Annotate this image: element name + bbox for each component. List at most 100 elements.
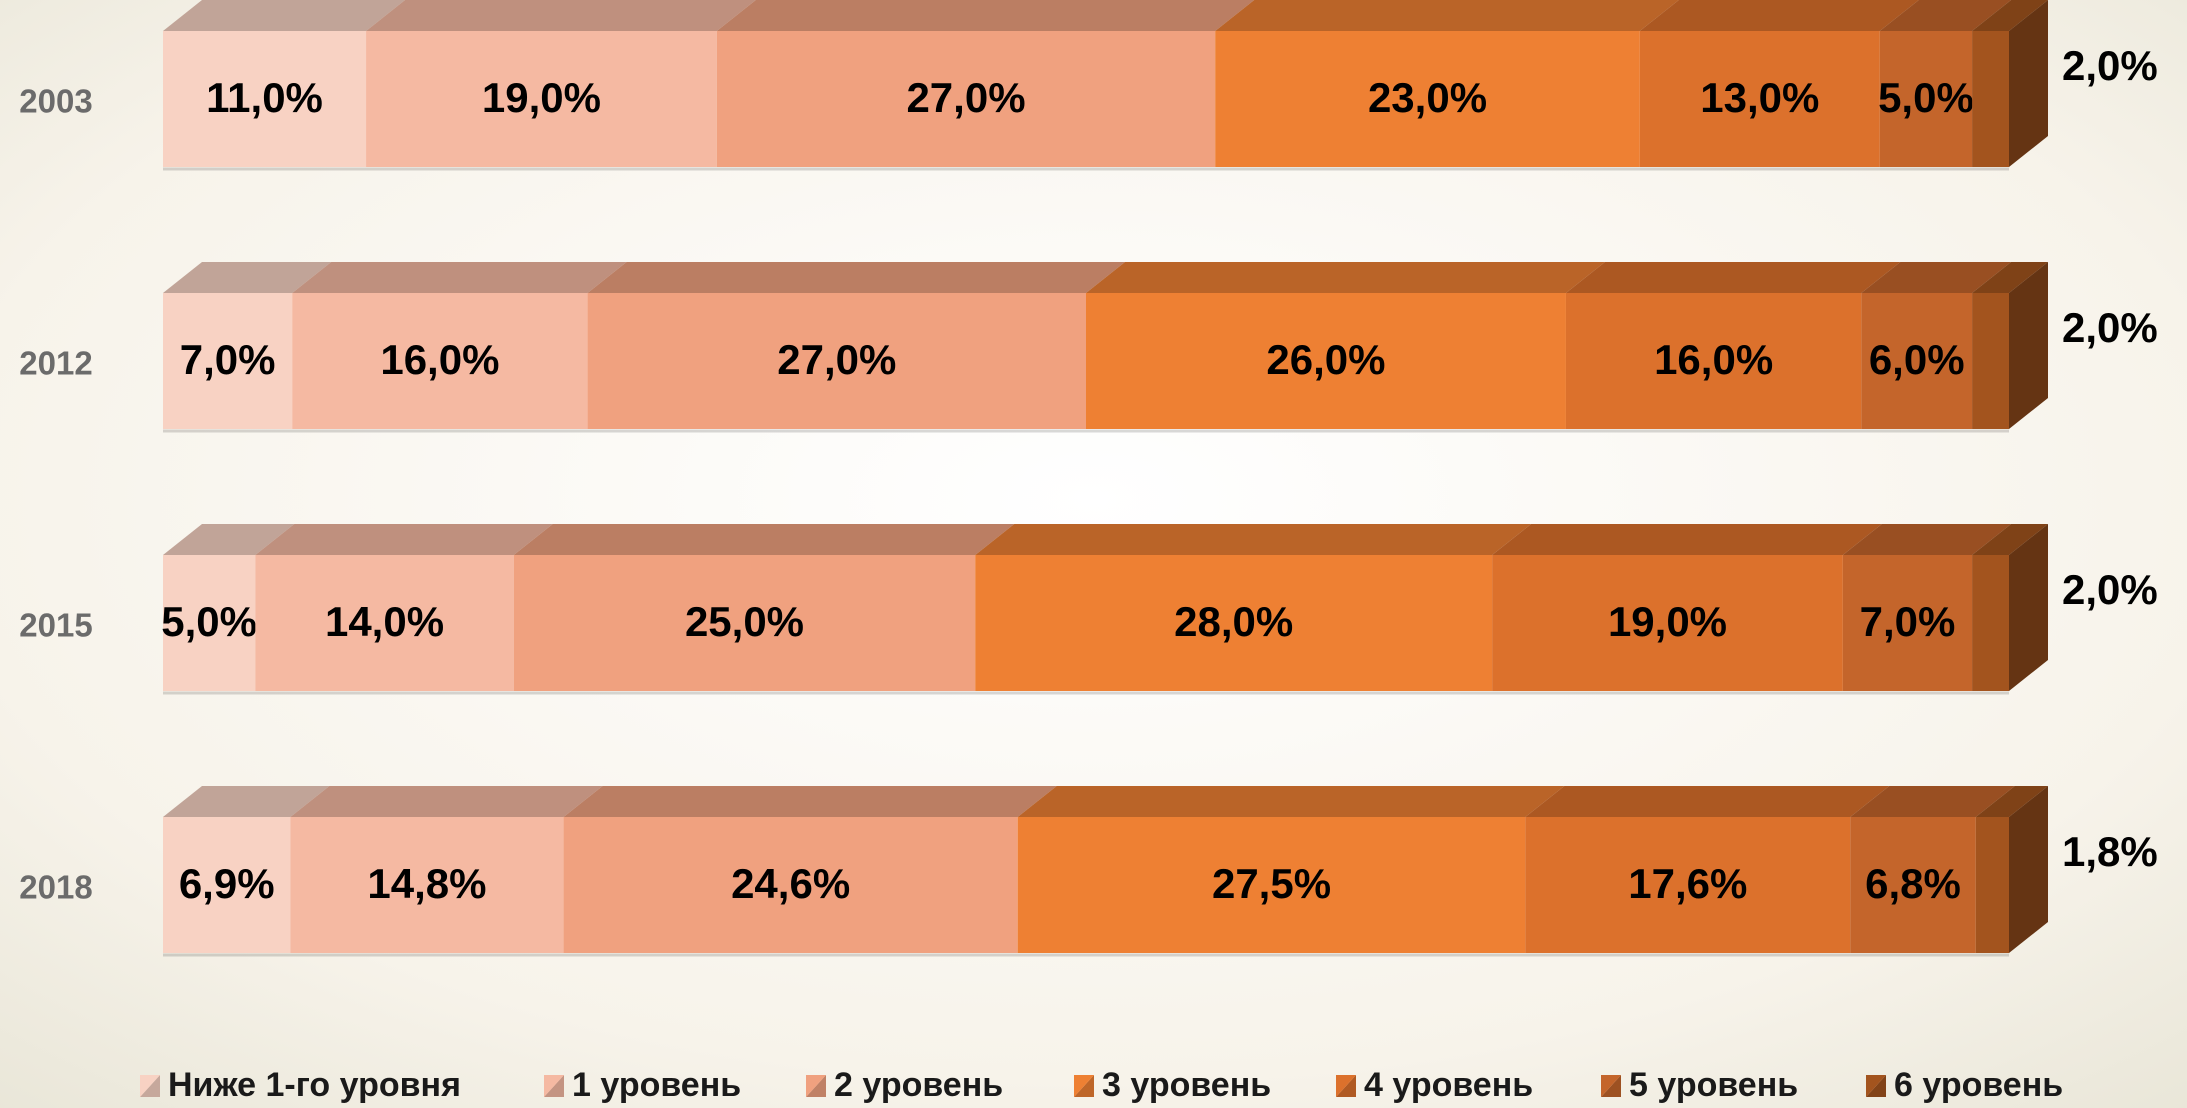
bar-top (716, 0, 1255, 31)
legend-swatch (140, 1075, 160, 1097)
bar-top (292, 262, 627, 293)
bar (163, 31, 367, 167)
data-label: 14,8% (367, 860, 486, 907)
bar (1086, 293, 1566, 429)
bar (1972, 293, 2009, 429)
bar (1525, 817, 1851, 953)
data-label: 1,8% (2062, 828, 2158, 875)
data-label: 19,0% (1608, 598, 1727, 645)
bar-top (255, 524, 553, 555)
bar-top (563, 786, 1057, 817)
bar (1975, 817, 2009, 953)
bar-end (2009, 0, 2048, 167)
y-tick-label: 2003 (19, 83, 92, 120)
data-label: 25,0% (685, 598, 804, 645)
legend-swatch (1074, 1075, 1094, 1097)
bar-top (366, 0, 756, 31)
bar (1565, 293, 1862, 429)
bar-top (1879, 0, 2012, 31)
data-label: 19,0% (482, 74, 601, 121)
bar-top (587, 262, 1125, 293)
legend-item: 2 уровень (806, 1066, 1003, 1104)
data-label: 2,0% (2062, 42, 2158, 89)
data-label: 13,0% (1700, 74, 1819, 121)
data-label: 24,6% (731, 860, 850, 907)
data-label: 6,8% (1865, 860, 1961, 907)
legend-item: Ниже 1-го уровня (140, 1066, 461, 1104)
bar-top (163, 262, 332, 293)
bar (563, 817, 1018, 953)
legend-label: 4 уровень (1364, 1066, 1533, 1104)
data-label: 7,0% (180, 336, 276, 383)
bar-top (1972, 262, 2048, 293)
data-label: 2,0% (2062, 304, 2158, 351)
legend-swatch (1866, 1075, 1886, 1097)
data-label: 17,6% (1628, 860, 1747, 907)
bar-top (163, 0, 406, 31)
legend-swatch (1336, 1075, 1356, 1097)
bar (1639, 31, 1880, 167)
bar-top (975, 524, 1532, 555)
data-label: 7,0% (1860, 598, 1956, 645)
legend-swatch (806, 1075, 826, 1097)
data-label: 5,0% (1878, 74, 1974, 121)
data-label: 26,0% (1266, 336, 1385, 383)
bar (1850, 817, 1976, 953)
y-tick-label: 2018 (19, 869, 92, 906)
legend-label: 5 уровень (1629, 1066, 1798, 1104)
bar (513, 555, 976, 691)
bar-top (1525, 786, 1890, 817)
data-label: 28,0% (1174, 598, 1293, 645)
bar-end (2009, 524, 2048, 691)
bar-end (2009, 786, 2048, 953)
bar (1972, 555, 2009, 691)
data-label: 27,5% (1212, 860, 1331, 907)
legend-swatch (1601, 1075, 1621, 1097)
bar (1017, 817, 1526, 953)
legend-item: 5 уровень (1601, 1066, 1798, 1104)
bar-top (1086, 262, 1605, 293)
bar (290, 817, 564, 953)
bar (1842, 555, 1973, 691)
legend-label: 1 уровень (572, 1066, 741, 1104)
data-label: 16,0% (380, 336, 499, 383)
y-tick-label: 2012 (19, 345, 92, 382)
bar (292, 293, 588, 429)
bar-top (1975, 786, 2048, 817)
bar-top (1842, 524, 2012, 555)
bar-top (1639, 0, 1919, 31)
bar (163, 817, 291, 953)
bar-top (1492, 524, 1882, 555)
bar-top (1972, 0, 2048, 31)
bar-top (163, 786, 330, 817)
bar-top (1215, 0, 1679, 31)
data-label: 14,0% (325, 598, 444, 645)
legend-label: Ниже 1-го уровня (168, 1066, 461, 1104)
bar-top (1850, 786, 2015, 817)
data-label: 23,0% (1368, 74, 1487, 121)
legend-item: 4 уровень (1336, 1066, 1533, 1104)
bar (1215, 31, 1640, 167)
bar (1492, 555, 1843, 691)
bar-top (1017, 786, 1565, 817)
bar-top (290, 786, 603, 817)
data-label: 6,0% (1869, 336, 1965, 383)
data-label: 2,0% (2062, 566, 2158, 613)
y-tick-label: 2015 (19, 607, 92, 644)
legend-item: 1 уровень (544, 1066, 741, 1104)
bar-top (1972, 524, 2048, 555)
bar (255, 555, 514, 691)
bar (975, 555, 1493, 691)
bar-top (513, 524, 1015, 555)
bar (366, 31, 717, 167)
bar (1861, 293, 1973, 429)
bar (1972, 31, 2009, 167)
legend-label: 3 уровень (1102, 1066, 1271, 1104)
data-label: 5,0% (161, 598, 257, 645)
bar-top (163, 524, 295, 555)
legend-label: 6 уровень (1894, 1066, 2063, 1104)
bar (163, 555, 256, 691)
legend-item: 6 уровень (1866, 1066, 2063, 1104)
